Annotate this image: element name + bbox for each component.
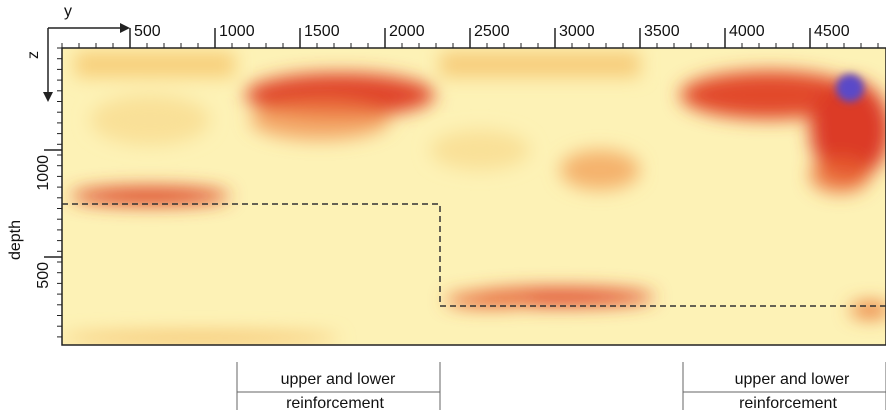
reinforcement-boundary — [62, 203, 886, 307]
annotation-text: upper and lower — [281, 371, 396, 388]
annotation-text: upper and lower — [735, 371, 850, 388]
y-axis-label: y — [64, 3, 72, 20]
annotation-text: reinforcement — [286, 395, 384, 412]
x-tick-label: 4000 — [729, 23, 765, 40]
y-arrowhead — [120, 23, 130, 33]
x-tick-label: 1000 — [219, 23, 255, 40]
z-arrowhead — [43, 92, 53, 102]
annotation-text: reinforcement — [739, 395, 837, 412]
z-axis-label: z — [25, 51, 42, 59]
x-tick-label: 3500 — [644, 23, 680, 40]
x-tick-label: 4500 — [814, 23, 850, 40]
plot-frame — [61, 47, 886, 346]
x-tick-label: 1500 — [304, 23, 340, 40]
x-tick-label: 3000 — [559, 23, 595, 40]
x-tick-label: 2500 — [474, 23, 510, 40]
ticks: 500 1000 1500 2000 2500 3000 3500 4000 4500 1000 5… — [35, 23, 879, 338]
scan-image — [62, 48, 886, 345]
x-tick-label: 2000 — [389, 23, 425, 40]
y-tick-label: 500 — [35, 262, 52, 289]
depth-label: depth — [7, 220, 24, 260]
bracket — [236, 362, 886, 410]
x-tick-label: 500 — [134, 23, 161, 40]
y-tick-label: 1000 — [35, 155, 52, 191]
